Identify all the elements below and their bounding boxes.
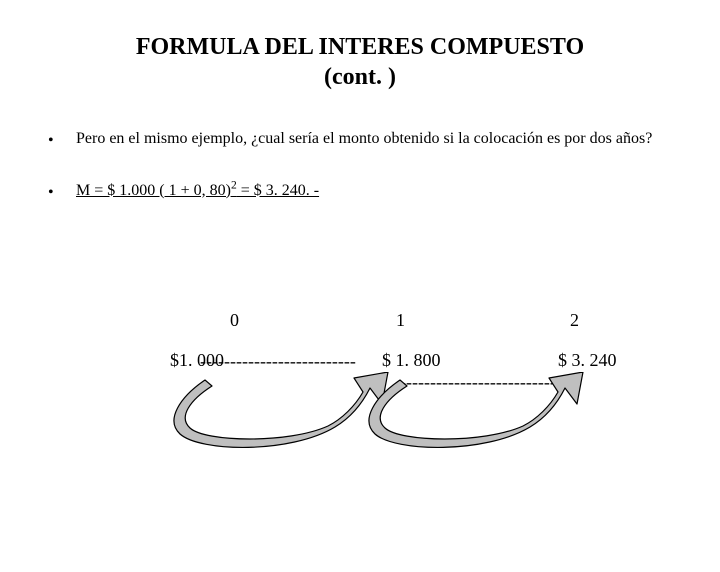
amount-0: $1. 000 [170, 350, 224, 371]
title-line-2: (cont. ) [0, 62, 720, 92]
bullet-dot: • [48, 128, 76, 152]
bullet-item-2: • M = $ 1.000 ( 1 + 0, 80)2 = $ 3. 240. … [48, 180, 672, 204]
bullet-list: • Pero en el mismo ejemplo, ¿cual sería … [0, 128, 720, 203]
bullet-item-1: • Pero en el mismo ejemplo, ¿cual sería … [48, 128, 672, 152]
curved-arrow-1 [174, 372, 388, 447]
formula-pre: M = $ 1.000 ( 1 + 0, 80) [76, 182, 231, 199]
period-0: 0 [230, 310, 239, 331]
bullet-text-1: Pero en el mismo ejemplo, ¿cual sería el… [76, 128, 672, 150]
amount-1: $ 1. 800 [382, 350, 441, 371]
title-line-1: FORMULA DEL INTERES COMPUESTO [0, 32, 720, 62]
curved-arrow-2 [369, 372, 583, 447]
amount-2: $ 3. 240 [558, 350, 617, 371]
bullet-text-2: M = $ 1.000 ( 1 + 0, 80)2 = $ 3. 240. - [76, 180, 672, 202]
page-title: FORMULA DEL INTERES COMPUESTO (cont. ) [0, 32, 720, 92]
period-1: 1 [396, 310, 405, 331]
bullet-dot: • [48, 180, 76, 204]
flow-arrows [150, 372, 630, 462]
period-2: 2 [570, 310, 579, 331]
formula-post: = $ 3. 240. - [237, 182, 319, 199]
